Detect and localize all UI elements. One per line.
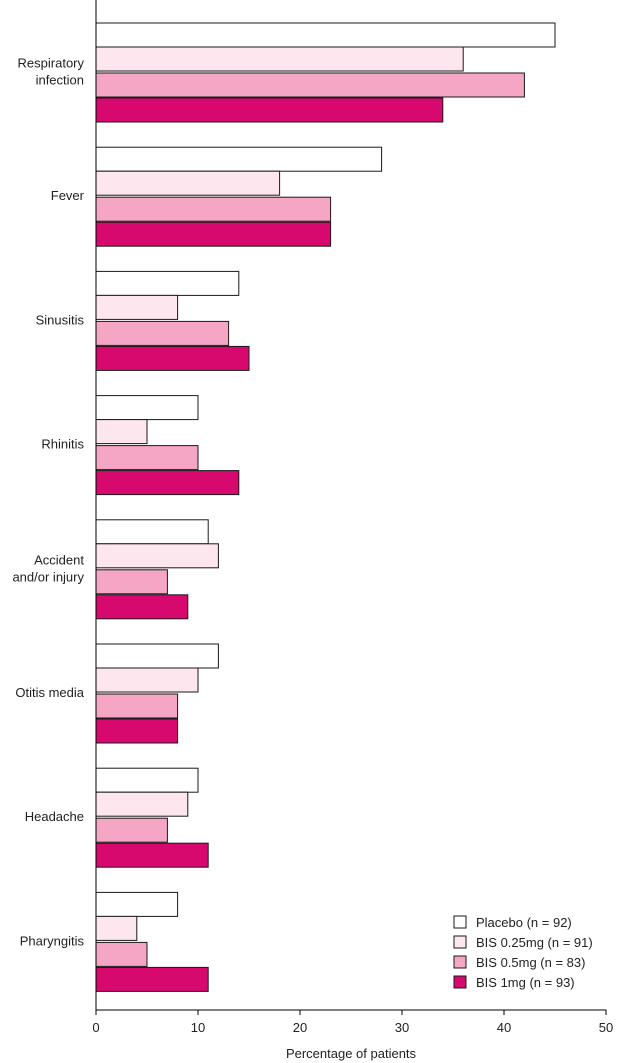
legend-label-series-3: BIS 0.5mg (n = 83): [476, 955, 585, 970]
bar-fever-series-4: [95, 221, 332, 247]
bar-headache-series-2: [95, 791, 189, 817]
bar-accident-and-or-injury-series-4: [95, 594, 189, 620]
bar-rhinitis-series-1: [95, 395, 199, 421]
legend-label-series-4: BIS 1mg (n = 93): [476, 975, 575, 990]
legend-swatch-series-2: [453, 935, 467, 949]
legend-swatch-series-3: [453, 955, 467, 969]
bar-pharyngitis-series-3: [95, 941, 148, 967]
bar-headache-series-1: [95, 767, 199, 793]
bar-accident-and-or-injury-series-3: [95, 569, 168, 595]
bar-headache-series-3: [95, 817, 168, 843]
bar-otitis-media-series-3: [95, 693, 179, 719]
bar-sinusitis-series-1: [95, 270, 240, 296]
category-label-pharyngitis: Pharyngitis: [20, 933, 85, 948]
bar-respiratory-infection-series-3: [95, 72, 525, 98]
legend-label-series-2: BIS 0.25mg (n = 91): [476, 935, 593, 950]
bar-fever-series-3: [95, 196, 332, 222]
bar-accident-and-or-injury-series-2: [95, 543, 219, 569]
bar-respiratory-infection-series-2: [95, 46, 464, 72]
bar-fever-series-2: [95, 170, 281, 196]
bar-pharyngitis-series-4: [95, 966, 209, 992]
x-tick-label-20: 20: [293, 1020, 307, 1035]
bar-otitis-media-series-1: [95, 643, 219, 669]
category-label-fever: Fever: [51, 188, 85, 203]
bar-accident-and-or-injury-series-1: [95, 519, 209, 545]
bar-sinusitis-series-4: [95, 345, 250, 371]
bar-otitis-media-series-4: [95, 718, 179, 744]
category-labels: Respiratory infection Fever Sinusitis Rhinit…: [12, 56, 84, 949]
category-label-otitis-media: Otitis media: [15, 685, 84, 700]
bar-respiratory-infection-series-4: [95, 97, 444, 123]
bar-rhinitis-series-3: [95, 445, 199, 471]
category-label-sinusitis: Sinusitis: [36, 312, 85, 327]
bar-respiratory-infection-series-1: [95, 22, 556, 48]
x-tick-label-30: 30: [395, 1020, 409, 1035]
x-tick-label-10: 10: [191, 1020, 205, 1035]
x-axis-ticks: 0 10 20 30 40 50: [92, 1010, 613, 1035]
bars-group: [95, 22, 556, 992]
bar-headache-series-4: [95, 842, 209, 868]
bar-rhinitis-series-4: [95, 470, 240, 496]
legend-swatch-series-4: [453, 975, 467, 989]
bar-pharyngitis-series-1: [95, 891, 179, 917]
bar-pharyngitis-series-2: [95, 915, 138, 941]
legend-label-series-1: Placebo (n = 92): [476, 915, 572, 930]
bar-sinusitis-series-3: [95, 320, 230, 346]
category-label-respiratory-infection: Respiratory infection: [18, 56, 85, 88]
category-label-headache: Headache: [25, 809, 84, 824]
category-label-accident-and-or-injury: Accident and/or injury: [12, 552, 84, 584]
legend: Placebo (n = 92) BIS 0.25mg (n = 91) BIS 0…: [453, 915, 593, 990]
x-tick-label-0: 0: [92, 1020, 99, 1035]
bar-otitis-media-series-2: [95, 667, 199, 693]
legend-swatch-series-1: [453, 915, 467, 929]
x-tick-label-50: 50: [599, 1020, 613, 1035]
bar-rhinitis-series-2: [95, 419, 148, 445]
bar-sinusitis-series-2: [95, 294, 179, 320]
bar-fever-series-1: [95, 146, 383, 172]
x-tick-label-40: 40: [497, 1020, 511, 1035]
category-label-rhinitis: Rhinitis: [41, 437, 84, 452]
x-axis-title: Percentage of patients: [286, 1046, 417, 1061]
